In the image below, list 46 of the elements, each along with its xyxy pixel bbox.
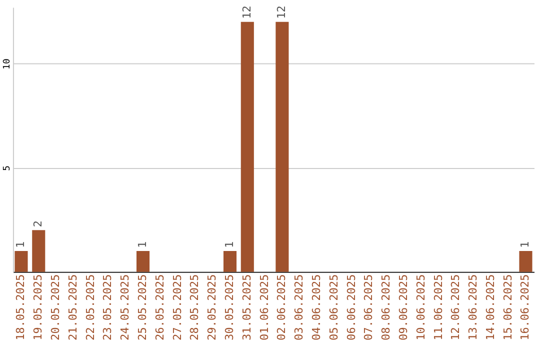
- bar: [14, 250, 28, 272]
- x-tick-label: 05.06.2025: [327, 274, 340, 340]
- x-tick-label: 20.05.2025: [49, 274, 62, 340]
- x-tick-label: 15.06.2025: [501, 274, 514, 340]
- x-tick-label: 21.05.2025: [66, 274, 80, 340]
- x-tick-label: 11.06.2025: [432, 274, 445, 340]
- bar: [32, 230, 46, 272]
- x-tick-label: 06.06.2025: [344, 274, 358, 340]
- data-label: 1: [222, 241, 236, 248]
- x-tick-label: 24.05.2025: [118, 274, 132, 340]
- bar: [240, 22, 254, 272]
- x-tick-label: 22.05.2025: [84, 274, 97, 340]
- data-label: 1: [14, 241, 28, 248]
- x-tick-label: 08.06.2025: [380, 274, 393, 340]
- x-tick-label: 16.06.2025: [518, 274, 532, 340]
- x-tick-label: 10.06.2025: [414, 274, 428, 340]
- x-tick-label: 26.05.2025: [153, 274, 166, 340]
- x-tick-label: 23.05.2025: [101, 274, 114, 340]
- y-tick-label: 10: [2, 58, 12, 70]
- bar: [276, 22, 289, 272]
- y-tick-label: 5: [2, 165, 12, 171]
- data-label: 1: [518, 241, 532, 248]
- x-tick-label: 29.05.2025: [206, 274, 219, 340]
- data-label: 12: [275, 6, 288, 19]
- x-tick-label: 07.06.2025: [362, 274, 376, 340]
- data-label: 2: [32, 220, 45, 228]
- x-tick-label: 04.06.2025: [310, 274, 323, 340]
- x-tick-label: 30.05.2025: [222, 274, 236, 340]
- x-tick-label: 03.06.2025: [292, 274, 306, 340]
- x-tick-label: 14.06.2025: [484, 274, 497, 340]
- bar: [223, 250, 237, 272]
- x-tick-label: 31.05.2025: [240, 274, 254, 340]
- x-tick-label: 27.05.2025: [170, 274, 184, 340]
- x-tick-label: 13.06.2025: [466, 274, 480, 340]
- x-tick-label: 12.06.2025: [449, 274, 462, 340]
- x-tick-label: 09.06.2025: [396, 274, 410, 340]
- data-label: 1: [136, 241, 150, 248]
- x-tick-label: 02.06.2025: [275, 274, 288, 340]
- x-tick-label: 28.05.2025: [188, 274, 202, 340]
- x-tick-label: 19.05.2025: [32, 274, 45, 340]
- x-tick-label: 01.06.2025: [258, 274, 271, 340]
- data-label: 12: [240, 6, 254, 19]
- bar: [519, 250, 532, 272]
- x-tick-label: 18.05.2025: [14, 274, 28, 340]
- x-tick-label: 25.05.2025: [136, 274, 150, 340]
- bar: [136, 250, 150, 272]
